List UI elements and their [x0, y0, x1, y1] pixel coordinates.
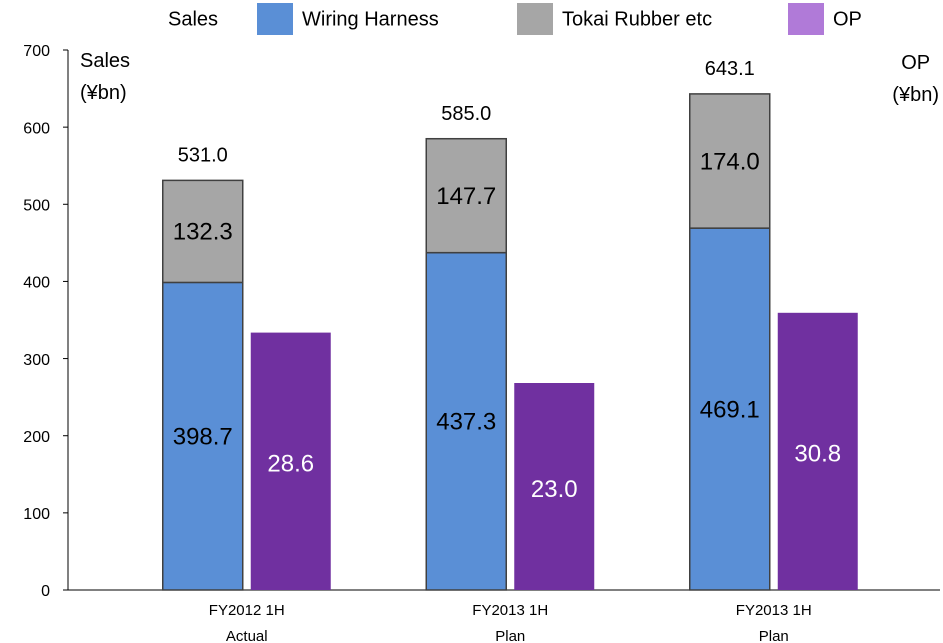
y-tick-label: 100 [23, 506, 50, 523]
data-label: 147.7 [436, 183, 496, 210]
total-label: 643.1 [705, 58, 755, 80]
sales-bar [689, 227, 771, 591]
legend-swatch [517, 3, 553, 35]
legend-swatch [257, 3, 293, 35]
data-label: 398.7 [173, 424, 233, 451]
sales-bar [425, 251, 507, 591]
x-tick-label: FY2012 1H Actual [208, 602, 285, 643]
x-tick-label: FY2013 1H Plan [735, 602, 812, 643]
sales-bar [425, 137, 507, 254]
y-tick-label: 500 [23, 198, 50, 215]
data-label: 174.0 [700, 148, 760, 175]
legend-label: Tokai Rubber etc [562, 8, 712, 30]
data-label: 132.3 [173, 219, 233, 246]
data-label: 28.6 [267, 451, 314, 478]
legend-swatch [788, 3, 824, 35]
data-label: 469.1 [700, 396, 760, 423]
sales-bar [689, 93, 771, 229]
total-label: 531.0 [178, 145, 228, 167]
x-tick-label: FY2013 1H Plan [472, 602, 549, 643]
y-tick-label: 300 [23, 352, 50, 369]
op-bar [250, 332, 331, 590]
op-bar [777, 312, 858, 590]
data-label: 30.8 [794, 441, 841, 468]
legend-title: Sales [168, 8, 218, 30]
y2-axis-title: OP (¥bn) [892, 52, 939, 106]
y-tick-label: 200 [23, 429, 50, 446]
sales-bar [162, 179, 244, 284]
y-tick-label: 400 [23, 275, 50, 292]
y-axis-title: Sales (¥bn) [80, 50, 131, 104]
data-label: 437.3 [436, 409, 496, 436]
y-tick-label: 600 [23, 120, 50, 137]
total-label: 585.0 [441, 103, 491, 125]
legend-label: OP [833, 8, 862, 30]
y-tick-label: 0 [41, 583, 50, 600]
data-label: 23.0 [531, 476, 578, 503]
legend-label: Wiring Harness [302, 8, 439, 30]
y-tick-label: 700 [23, 43, 50, 60]
op-bar [514, 383, 595, 590]
